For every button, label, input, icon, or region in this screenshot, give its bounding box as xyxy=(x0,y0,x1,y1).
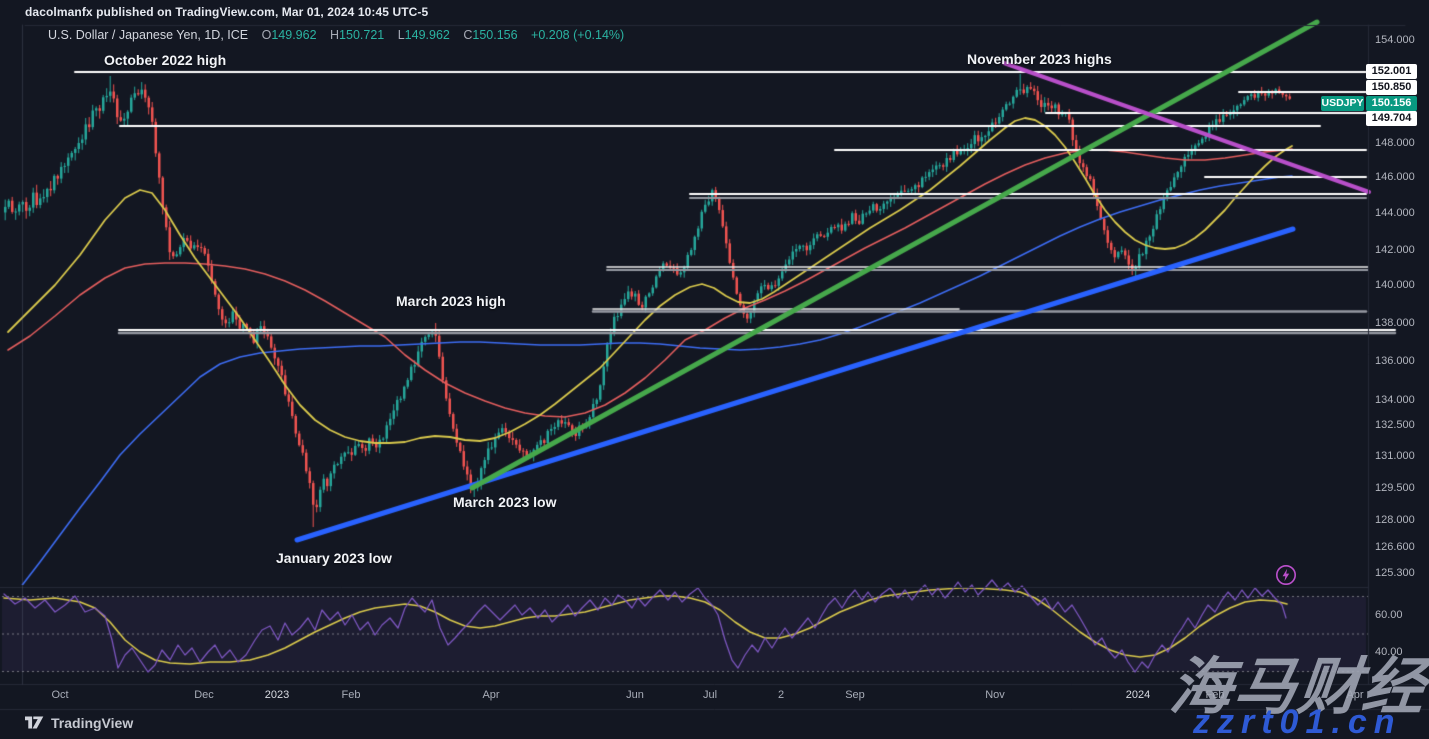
time-axis-tick: Oct xyxy=(51,689,69,701)
current-price-box: 150.156 xyxy=(1366,96,1417,111)
symbol-price-tag: USDJPY xyxy=(1321,96,1364,111)
level-price-box: 149.704 xyxy=(1366,111,1417,126)
high-value: 150.721 xyxy=(339,28,385,42)
high-label: H xyxy=(330,28,340,42)
lightning-bolt-icon[interactable] xyxy=(1274,563,1298,587)
price-axis-tick: 132.500 xyxy=(1375,419,1415,431)
symbol-title: U.S. Dollar / Japanese Yen, 1D, ICE xyxy=(48,28,249,42)
time-axis-tick: Dec xyxy=(194,689,214,701)
price-axis-tick: 140.000 xyxy=(1375,279,1415,291)
price-axis-tick: 142.000 xyxy=(1375,244,1415,256)
watermark-url: zzrt01.cn xyxy=(1193,703,1402,739)
price-axis-tick: 134.000 xyxy=(1375,394,1415,406)
time-axis-tick: Apr xyxy=(1346,689,1364,701)
time-axis-tick: Apr xyxy=(482,689,500,701)
close-value: 150.156 xyxy=(472,28,518,42)
price-axis-tick: 128.000 xyxy=(1375,514,1415,526)
time-axis-tick: 2024 xyxy=(1125,689,1151,701)
open-value: 149.962 xyxy=(271,28,317,42)
time-axis-tick: 2023 xyxy=(264,689,290,701)
price-axis-tick: 131.000 xyxy=(1375,450,1415,462)
time-axis-tick: Jun xyxy=(626,689,644,701)
price-axis-tick: 138.000 xyxy=(1375,317,1415,329)
low-label: L xyxy=(397,28,405,42)
change-value: +0.208 (+0.14%) xyxy=(531,28,625,42)
price-axis-tick: 136.000 xyxy=(1375,355,1415,367)
price-axis-tick: 146.000 xyxy=(1375,171,1415,183)
time-axis-tick: Sep xyxy=(845,689,865,701)
annotation-text: October 2022 high xyxy=(104,52,227,68)
annotation-text: March 2023 low xyxy=(453,494,557,510)
price-axis-tick: 129.500 xyxy=(1375,482,1415,494)
close-label: C xyxy=(463,28,473,42)
price-axis-tick: 60.00 xyxy=(1375,609,1403,621)
price-axis-tick: 125.300 xyxy=(1375,567,1415,579)
annotation-text: March 2023 high xyxy=(396,293,506,309)
level-price-box: 150.850 xyxy=(1366,80,1417,95)
tradingview-footer-label: TradingView xyxy=(51,714,134,731)
price-axis-tick: 40.00 xyxy=(1375,646,1403,658)
annotation-text: January 2023 low xyxy=(276,550,392,566)
time-axis-tick: Feb xyxy=(1205,689,1225,701)
symbol-legend[interactable]: U.S. Dollar / Japanese Yen, 1D, ICE O149… xyxy=(48,28,624,42)
time-axis-tick: Jul xyxy=(702,689,718,701)
annotation-text: November 2023 highs xyxy=(967,51,1112,67)
time-axis-tick: 2 xyxy=(777,689,785,701)
price-axis-tick: 144.000 xyxy=(1375,207,1415,219)
time-axis-tick: Feb xyxy=(341,689,361,701)
tradingview-logo-icon xyxy=(25,716,44,729)
tradingview-footer-link[interactable]: TradingView xyxy=(25,714,133,731)
level-price-box: 152.001 xyxy=(1366,64,1417,79)
price-axis-tick: 126.600 xyxy=(1375,541,1415,553)
time-axis-tick: Nov xyxy=(985,689,1005,701)
price-axis-tick: 148.000 xyxy=(1375,137,1415,149)
price-axis-tick: 154.000 xyxy=(1375,34,1415,46)
low-value: 149.962 xyxy=(404,28,450,42)
open-label: O xyxy=(261,28,272,42)
publisher-line: dacolmanfx published on TradingView.com,… xyxy=(25,5,429,19)
